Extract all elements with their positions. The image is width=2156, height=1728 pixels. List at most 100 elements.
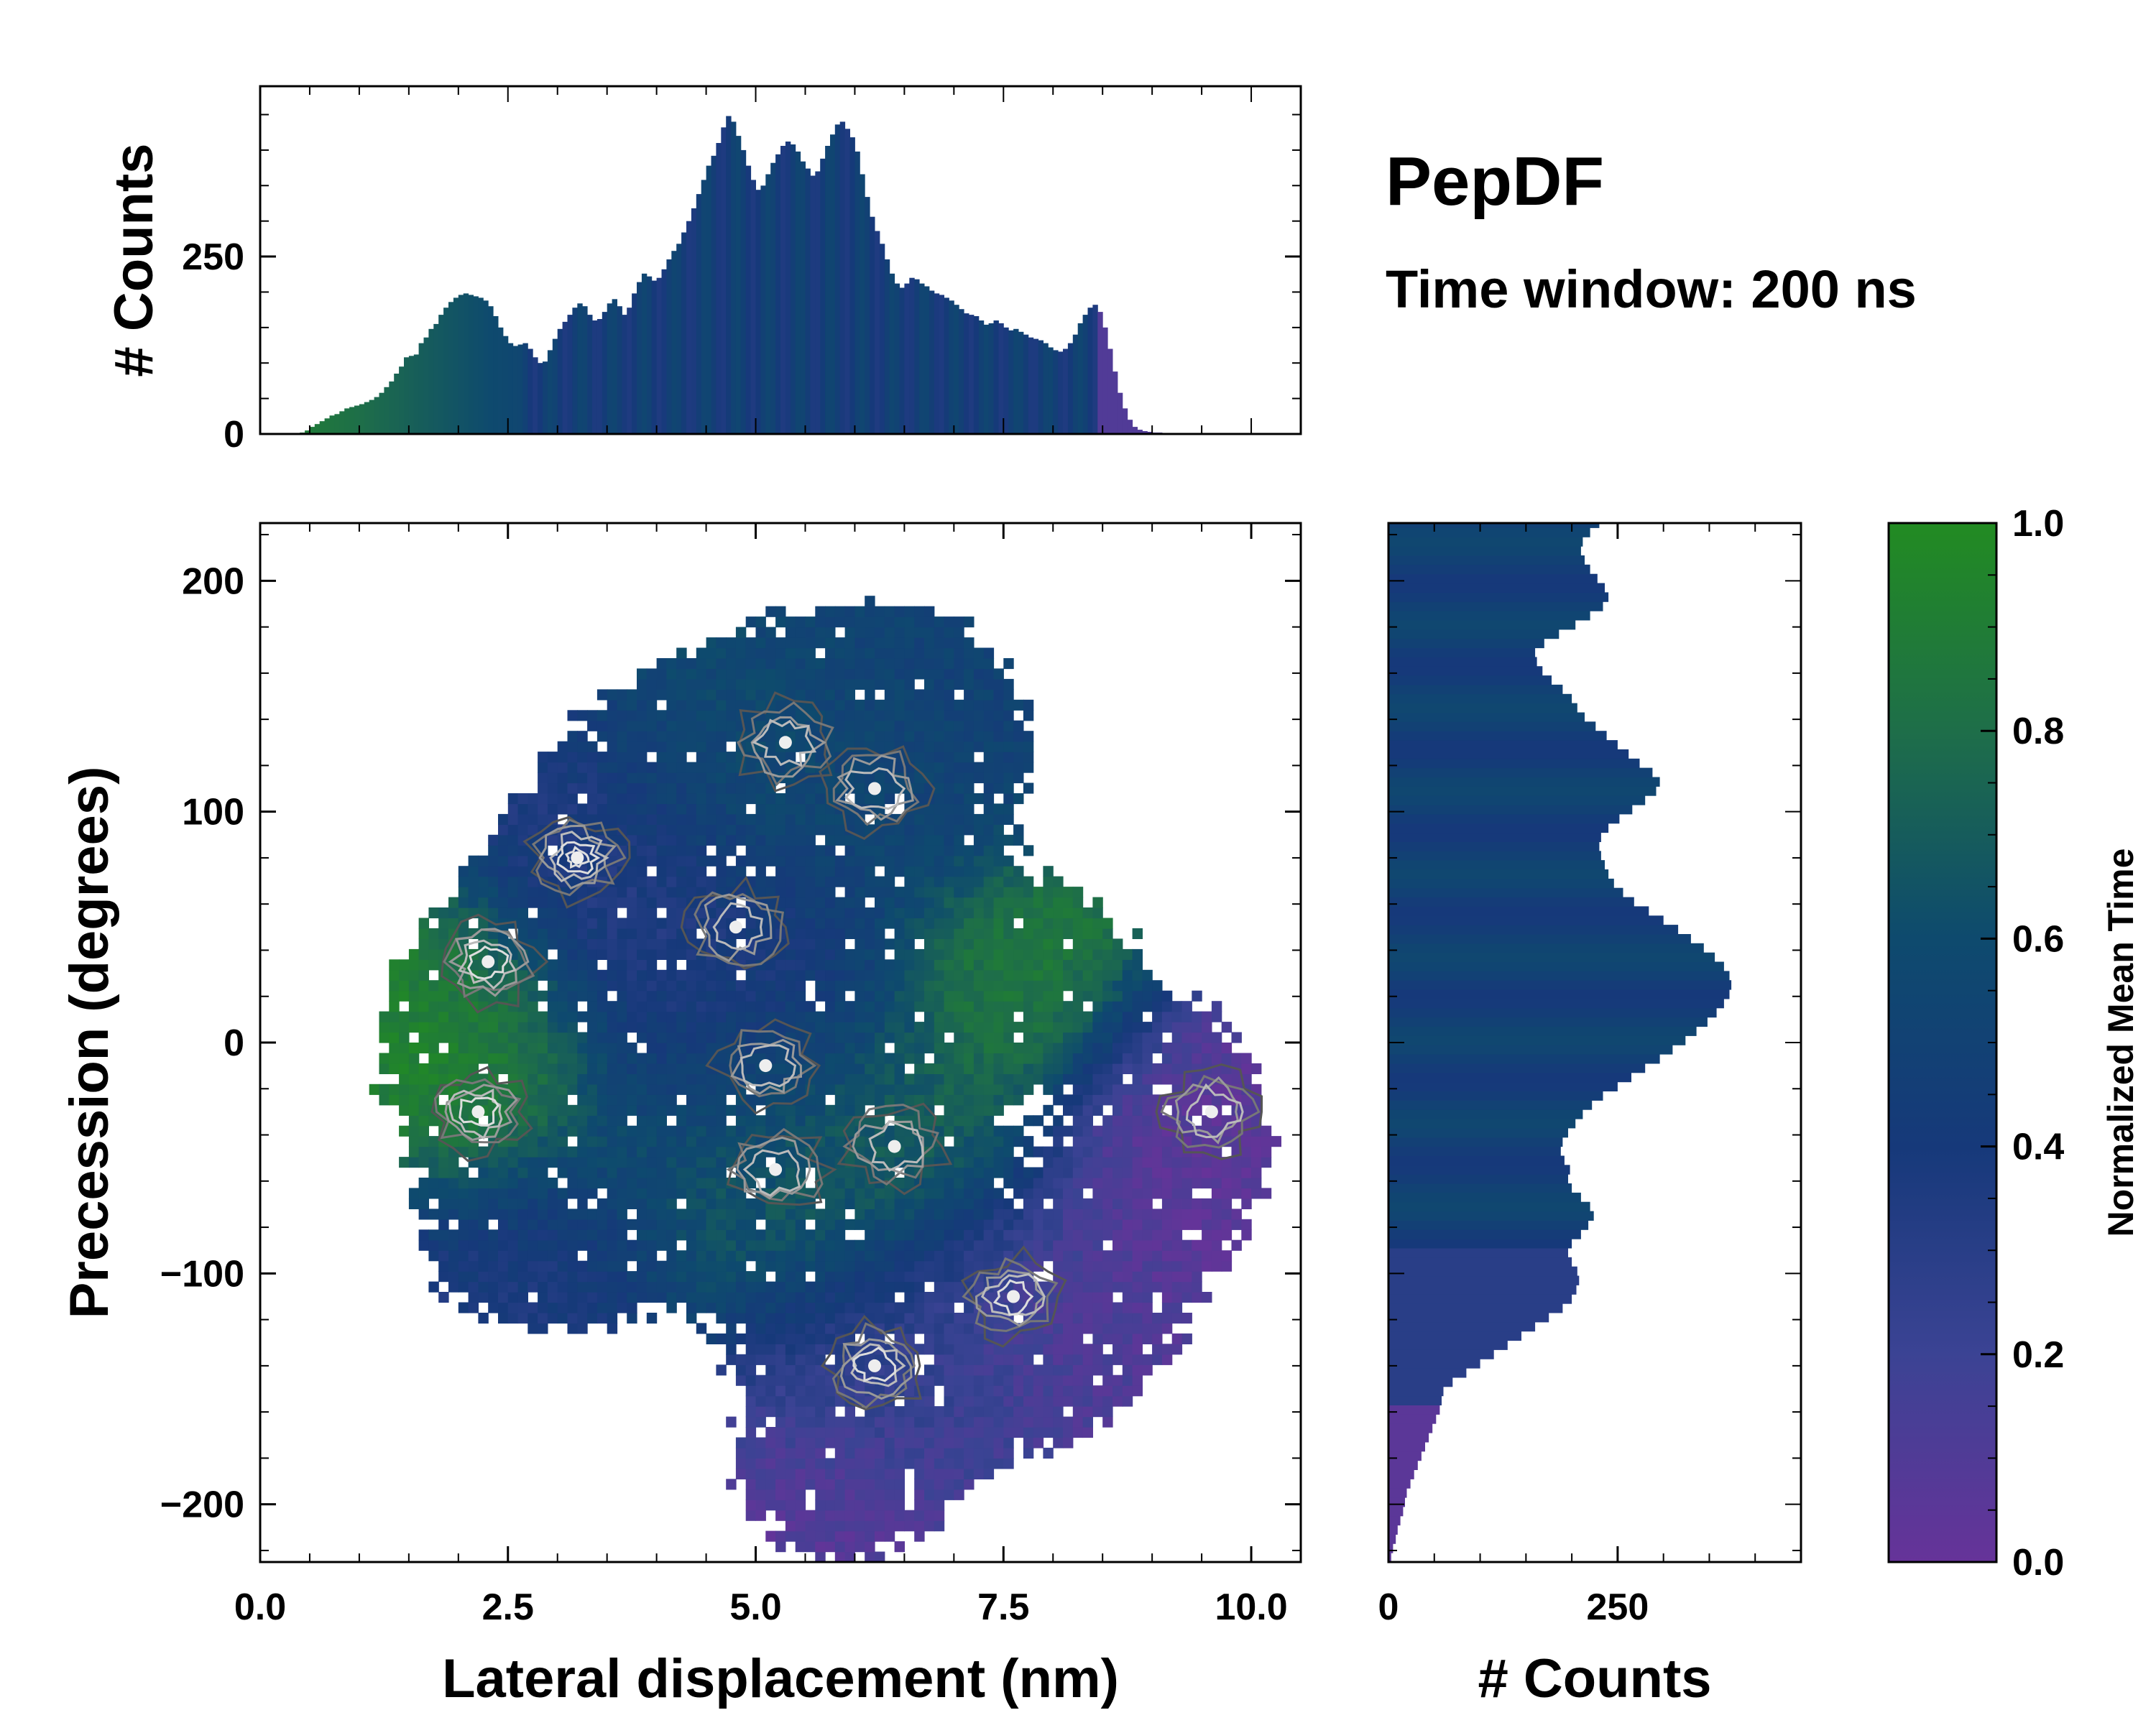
heatmap-cell xyxy=(558,928,568,939)
heatmap-cell xyxy=(954,1354,964,1365)
heatmap-cell xyxy=(657,970,667,981)
top-histogram-bars xyxy=(300,116,1162,435)
heatmap-cell xyxy=(657,1168,667,1178)
heatmap-cell xyxy=(845,1053,855,1064)
heatmap-cell xyxy=(786,1375,796,1386)
heatmap-cell xyxy=(577,938,587,949)
heatmap-cell xyxy=(964,1261,974,1272)
heatmap-cell xyxy=(478,897,488,908)
heatmap-cell xyxy=(914,648,924,659)
heatmap-cell xyxy=(786,1282,796,1293)
heatmap-cell xyxy=(825,1282,835,1293)
heatmap-cell xyxy=(1063,1168,1073,1178)
heatmap-cell xyxy=(428,1073,438,1084)
heatmap-cell xyxy=(895,1073,905,1084)
heatmap-cell xyxy=(469,1240,479,1251)
heatmap-cell xyxy=(1123,1188,1133,1198)
heatmap-cell xyxy=(875,1022,885,1032)
heatmap-cell xyxy=(954,1375,964,1386)
heatmap-cell xyxy=(914,1458,924,1469)
heatmap-cell xyxy=(428,938,438,949)
heatmap-cell xyxy=(597,970,607,981)
heatmap-cell xyxy=(508,1032,518,1043)
heatmap-cell xyxy=(686,980,696,991)
heatmap-cell xyxy=(914,658,924,669)
heatmap-cell xyxy=(825,938,835,949)
top-histogram-bar xyxy=(652,281,657,434)
heatmap-cell xyxy=(438,1053,448,1064)
heatmap-cell xyxy=(736,1313,746,1323)
heatmap-cell xyxy=(1123,1105,1133,1116)
heatmap-cell xyxy=(865,1458,875,1469)
heatmap-cell xyxy=(676,991,686,1002)
heatmap-cell xyxy=(854,918,865,929)
heatmap-cell xyxy=(974,959,984,970)
heatmap-cell xyxy=(1092,1292,1102,1303)
heatmap-cell xyxy=(934,658,944,669)
heatmap-cell xyxy=(825,679,835,690)
heatmap-cell xyxy=(558,1240,568,1251)
heatmap-cell xyxy=(806,1001,816,1012)
heatmap-cell xyxy=(845,1261,855,1272)
heatmap-cell xyxy=(775,1541,786,1552)
heatmap-cell xyxy=(1083,1073,1093,1084)
heatmap-cell xyxy=(746,1198,756,1209)
heatmap-cell xyxy=(1073,1396,1083,1407)
heatmap-cell xyxy=(716,710,726,721)
heatmap-cell xyxy=(627,1157,637,1168)
heatmap-cell xyxy=(488,1229,498,1240)
heatmap-cell xyxy=(627,783,637,794)
heatmap-cell xyxy=(1102,1157,1112,1168)
heatmap-cell xyxy=(934,1479,944,1489)
heatmap-cell xyxy=(796,1229,806,1240)
heatmap-cell xyxy=(1133,1292,1143,1303)
heatmap-cell xyxy=(1092,1406,1102,1417)
heatmap-cell xyxy=(746,1479,756,1489)
heatmap-cell xyxy=(587,1261,597,1272)
heatmap-cell xyxy=(1003,918,1013,929)
heatmap-cell xyxy=(984,949,994,960)
heatmap-cell xyxy=(379,1063,390,1074)
heatmap-cell xyxy=(696,824,706,835)
heatmap-cell xyxy=(647,1219,657,1230)
heatmap-cell xyxy=(806,845,816,856)
heatmap-cell xyxy=(934,793,944,804)
heatmap-cell xyxy=(914,928,924,939)
heatmap-cell xyxy=(558,1073,568,1084)
heatmap-cell xyxy=(954,1178,964,1188)
heatmap-cell xyxy=(617,1032,627,1043)
heatmap-cell xyxy=(994,762,1004,773)
heatmap-cell xyxy=(825,658,835,669)
heatmap-cell xyxy=(726,783,736,794)
top-histogram-bar xyxy=(627,308,632,434)
heatmap-cell xyxy=(1023,1084,1033,1095)
heatmap-cell xyxy=(587,1219,597,1230)
heatmap-cell xyxy=(637,1219,647,1230)
heatmap-cell xyxy=(806,1520,816,1531)
top-histogram-bar xyxy=(909,278,914,434)
heatmap-cell xyxy=(666,1178,676,1188)
heatmap-cell xyxy=(796,1375,806,1386)
heatmap-cell xyxy=(984,1354,994,1365)
heatmap-cell xyxy=(954,938,964,949)
heatmap-cell xyxy=(686,959,696,970)
heatmap-cell xyxy=(786,877,796,887)
heatmap-cell xyxy=(627,1105,637,1116)
heatmap-cell xyxy=(1023,1406,1033,1417)
heatmap-cell xyxy=(865,1438,875,1449)
heatmap-cell xyxy=(666,866,676,877)
heatmap-cell xyxy=(924,1094,934,1105)
heatmap-cell xyxy=(696,1261,706,1272)
heatmap-cell xyxy=(904,1043,914,1053)
heatmap-cell xyxy=(686,1198,696,1209)
heatmap-cell xyxy=(607,721,617,731)
heatmap-cell xyxy=(488,887,498,897)
heatmap-cell xyxy=(756,783,766,794)
heatmap-cell xyxy=(895,648,905,659)
heatmap-cell xyxy=(716,1240,726,1251)
heatmap-cell xyxy=(1063,1157,1073,1168)
heatmap-cell xyxy=(944,1469,954,1479)
heatmap-cell xyxy=(934,1344,944,1354)
heatmap-cell xyxy=(934,814,944,825)
heatmap-cell xyxy=(865,970,875,981)
